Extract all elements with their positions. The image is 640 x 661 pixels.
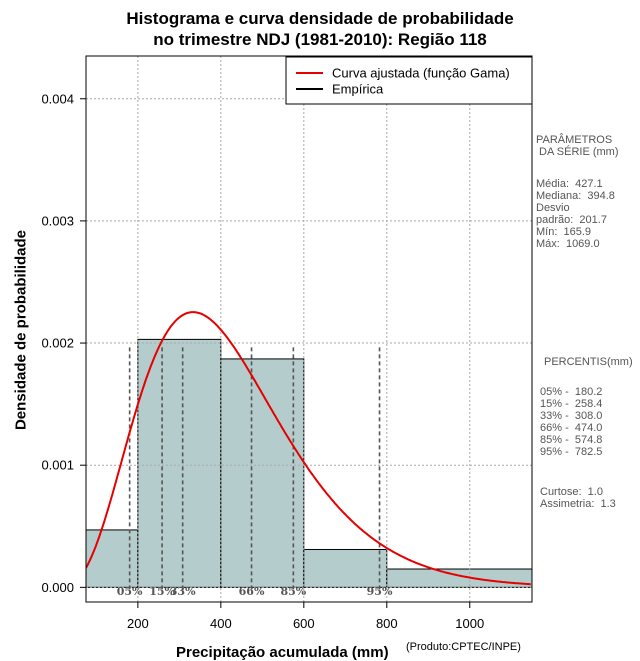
x-tick-label-4: 800 [376, 616, 398, 631]
gamma-fit-curve [86, 311, 531, 586]
histogram-bar-5 [386, 568, 532, 588]
y-tick-label-5: 0.004 [41, 91, 74, 106]
percentile-label-1: 05% [117, 585, 143, 598]
shape-stats: Curtose: 1.0 Assimetria: 1.3 [540, 486, 616, 510]
plot-frame [85, 55, 533, 603]
chart-title-line1: Histograma e curva densidade de probabil… [126, 9, 514, 28]
x-tick-label-2: 400 [210, 616, 232, 631]
percentile-label-5: 85% [280, 585, 306, 598]
y-tick-label-3: 0.002 [41, 336, 74, 351]
percentis-body: 05% - 180.2 15% - 258.4 33% - 308.0 66% … [540, 386, 603, 458]
percentile-label-3: 33% [170, 585, 196, 598]
percentile-label-6: 95% [367, 585, 393, 598]
percentile-label-4: 66% [239, 585, 265, 598]
x-axis-label: Precipitação acumulada (mm) [176, 644, 389, 661]
x-tick-label-5: 1000 [455, 616, 484, 631]
y-tick-label-4: 0.003 [41, 213, 74, 228]
legend-box [285, 56, 533, 105]
histogram-bar-4 [303, 548, 388, 588]
credit-text: (Produto:CPTEC/INPE) [406, 641, 521, 653]
params-header: PARÂMETROS DA SÉRIE (mm) [536, 134, 619, 158]
y-axis-label: Densidade de probabilidade [12, 229, 30, 431]
legend: Curva ajustada (função Gama)Empírica [285, 56, 533, 105]
y-tick-label-1: 0.000 [41, 580, 74, 595]
x-tick-label-3: 600 [293, 616, 315, 631]
histogram-bar-3 [220, 358, 305, 588]
legend-label-1: Curva ajustada (função Gama) [332, 66, 510, 81]
params-body: Média: 427.1 Mediana: 394.8 Desvio padrã… [536, 178, 615, 250]
legend-label-2: Empírica [332, 82, 384, 97]
x-tick-label-1: 200 [127, 616, 149, 631]
plot-area: 05% 15%33% 66% 85% 95% [86, 56, 532, 602]
y-tick-label-2: 0.001 [41, 458, 74, 473]
percentis-header: PERCENTIS(mm) [544, 356, 633, 368]
percentile-label-2: 15% [149, 585, 175, 598]
histogram-bar-2 [137, 338, 222, 588]
chart-title-line2: no trimestre NDJ (1981-2010): Região 118 [153, 30, 487, 49]
